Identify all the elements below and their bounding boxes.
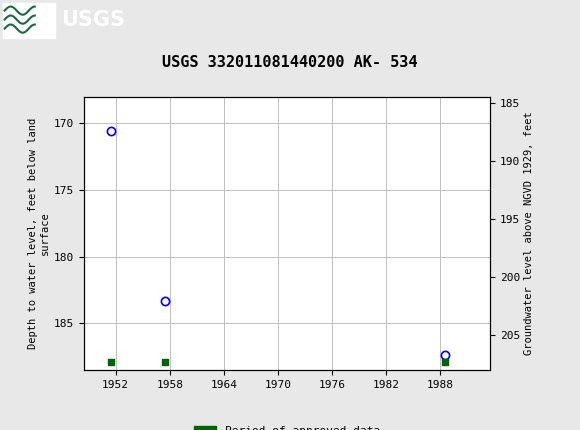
Point <box>161 358 170 365</box>
Text: USGS 332011081440200 AK- 534: USGS 332011081440200 AK- 534 <box>162 55 418 70</box>
Legend: Period of approved data: Period of approved data <box>190 422 385 430</box>
Point <box>440 358 450 365</box>
Point <box>440 352 450 359</box>
Point <box>107 128 116 135</box>
Point <box>161 297 170 304</box>
Y-axis label: Depth to water level, feet below land
surface: Depth to water level, feet below land su… <box>28 118 50 349</box>
Bar <box>3 3 55 37</box>
Y-axis label: Groundwater level above NGVD 1929, feet: Groundwater level above NGVD 1929, feet <box>524 111 534 355</box>
Text: USGS: USGS <box>61 10 125 31</box>
Point <box>107 358 116 365</box>
